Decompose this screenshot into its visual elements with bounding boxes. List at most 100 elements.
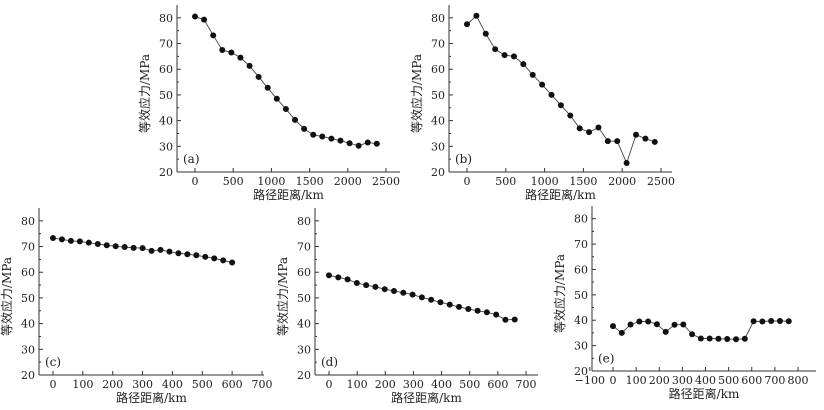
data-point: [465, 305, 472, 312]
subplot-d: 20 30 40 50 60 70 80 0 100 200 300 400 500 600 700 路径距离…: [275, 208, 538, 405]
data-point: [229, 259, 236, 266]
y-tick-label: 20: [574, 365, 588, 378]
y-tick-label: 40: [297, 318, 311, 331]
data-point: [175, 250, 182, 257]
data-point: [228, 49, 235, 56]
x-tick-label: 600: [741, 374, 762, 387]
y-tick-label: 50: [21, 292, 35, 305]
x-tick-label: 700: [252, 378, 273, 391]
data-point: [576, 125, 583, 132]
data-point: [273, 95, 280, 102]
data-point: [58, 236, 65, 243]
x-tick-label: 200: [102, 378, 123, 391]
y-tick-label: 30: [431, 140, 445, 153]
data-point: [520, 61, 527, 68]
data-point: [139, 245, 146, 252]
data-point: [130, 244, 137, 251]
data-point: [642, 135, 649, 142]
y-tick-label: 30: [574, 340, 588, 353]
x-tick-label: 700: [764, 374, 785, 387]
data-point: [741, 335, 748, 342]
data-point: [548, 91, 555, 98]
data-point: [355, 142, 362, 149]
data-point: [94, 240, 101, 247]
data-point: [671, 321, 678, 328]
x-tick-label: 0: [192, 175, 199, 188]
data-point: [301, 125, 308, 132]
data-point: [567, 112, 574, 119]
x-tick-label: −100: [575, 374, 605, 387]
data-point: [614, 138, 621, 145]
y-tick-label: 30: [159, 140, 173, 153]
y-tick-label: 50: [574, 289, 588, 302]
data-point: [346, 140, 353, 147]
x-tick-label: 500: [718, 374, 739, 387]
data-point: [697, 335, 704, 342]
y-tick-label: 80: [431, 12, 445, 25]
x-tick-label: 300: [403, 378, 424, 391]
data-point: [372, 283, 379, 290]
y-tick-label: 40: [159, 115, 173, 128]
series-line: [194, 16, 377, 147]
data-point: [653, 321, 660, 328]
data-point: [633, 131, 640, 138]
data-point: [446, 301, 453, 308]
data-point: [759, 318, 766, 325]
x-tick-label: 2500: [647, 175, 675, 188]
y-axis-label: 等效应力/MPa: [137, 54, 152, 133]
data-point: [636, 318, 643, 325]
data-point: [724, 336, 731, 343]
x-tick-label: 400: [162, 378, 183, 391]
data-point: [157, 246, 164, 253]
data-point: [391, 287, 398, 294]
data-point: [264, 84, 271, 91]
data-point: [502, 316, 509, 323]
x-tick-label: 700: [516, 378, 537, 391]
data-point: [483, 309, 490, 316]
subplot-b: 20 30 40 50 60 70 80 0 500 1000 1500 2000 2500 路径距离/k…: [409, 5, 675, 202]
y-tick-label: 20: [431, 166, 445, 179]
x-tick-label: 2500: [372, 175, 400, 188]
data-point: [651, 138, 658, 145]
data-point: [604, 138, 611, 145]
data-point: [473, 12, 480, 19]
data-point: [326, 272, 332, 279]
data-point: [292, 116, 299, 123]
x-axis-label: 路径距离/km: [391, 390, 462, 405]
data-point: [282, 106, 289, 113]
y-tick-label: 20: [159, 166, 173, 179]
data-point: [492, 46, 499, 53]
x-tick-label: 500: [495, 175, 516, 188]
data-point: [148, 247, 155, 254]
x-tick-label: 600: [487, 378, 508, 391]
y-tick-label: 50: [431, 89, 445, 102]
panel-label: (b): [455, 152, 472, 166]
data-point: [193, 252, 200, 259]
y-tick-label: 80: [21, 215, 35, 228]
x-tick-label: 0: [50, 378, 57, 391]
data-point: [493, 311, 500, 318]
data-point: [610, 323, 616, 330]
panel-label: (d): [321, 355, 338, 369]
x-tick-label: 0: [464, 175, 471, 188]
data-point: [103, 242, 110, 249]
data-point: [618, 329, 625, 336]
series-line: [466, 15, 655, 165]
y-tick-label: 40: [431, 115, 445, 128]
x-tick-label: 0: [326, 378, 333, 391]
y-tick-label: 70: [297, 241, 311, 254]
panel-label: (a): [183, 152, 200, 166]
subplot-a: 20 30 40 50 60 70 80 0 500 1000 1500 2000 2500 路径距离/k…: [137, 5, 400, 202]
data-point: [595, 124, 602, 131]
y-tick-label: 60: [574, 263, 588, 276]
x-tick-label: 100: [72, 378, 93, 391]
x-tick-label: 300: [672, 374, 693, 387]
x-tick-label: 400: [431, 378, 452, 391]
data-point: [210, 32, 217, 39]
x-tick-label: 1000: [531, 175, 559, 188]
subplot-c: 20 30 40 50 60 70 80 0 100 200 300 400 500 600 700 路径距离…: [0, 208, 273, 405]
data-point: [750, 318, 757, 325]
y-tick-label: 50: [297, 292, 311, 305]
data-point: [353, 280, 360, 287]
y-tick-label: 20: [21, 369, 35, 382]
